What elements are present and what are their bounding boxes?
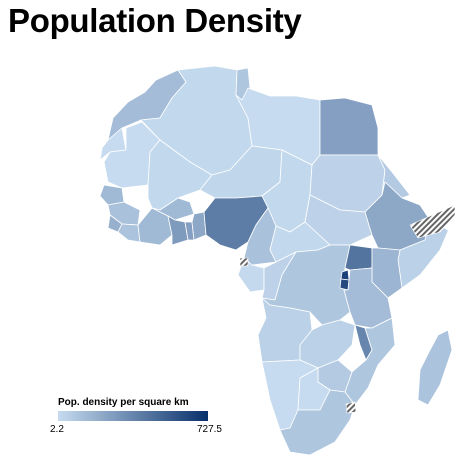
legend-max-label: 727.5 <box>196 424 222 435</box>
legend-title: Pop. density per square km <box>58 397 189 408</box>
country-burundi: Burundi <box>339 278 350 291</box>
country-senegal: Senegal <box>99 184 125 206</box>
legend-labels: 2.2 727.5 <box>50 424 222 438</box>
country-egypt: Egypt <box>319 97 379 156</box>
country-tanzania: Tanzania <box>343 267 393 329</box>
country-benin: Benin <box>191 211 207 241</box>
page-title: Population Density <box>8 2 302 39</box>
no-data-equatorial-guinea <box>239 257 249 267</box>
country-liberia: Liberia <box>117 223 141 243</box>
country-south-africa: South Africa <box>279 389 356 456</box>
legend: Pop. density per square km 2.2 727.5 <box>50 397 222 438</box>
country-madagascar: Madagascar <box>417 329 453 406</box>
country-uganda: Uganda <box>344 244 373 271</box>
country-zambia: Zambia <box>299 319 356 369</box>
legend-color-ramp <box>58 411 208 421</box>
no-data-eswatini <box>345 401 357 414</box>
no-data-somaliland <box>409 204 456 239</box>
legend-min-label: 2.2 <box>50 424 64 435</box>
country-ghana: Ghana <box>167 215 189 246</box>
